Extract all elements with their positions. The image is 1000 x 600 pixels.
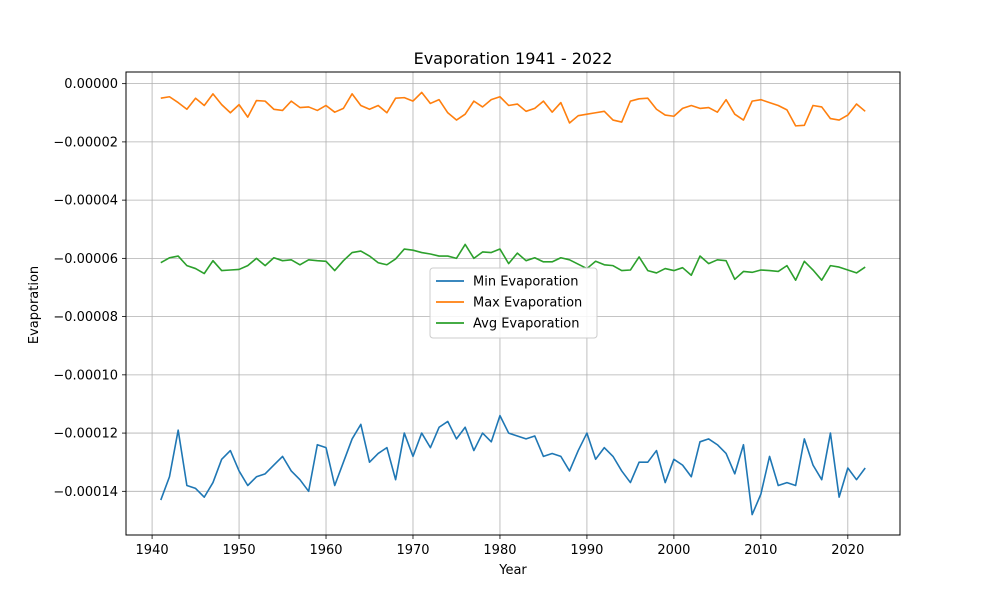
y-axis-label: Evaporation [27,266,42,344]
x-tick-label: 2020 [831,543,864,558]
legend-label: Max Evaporation [473,296,582,311]
y-tick-label: −0.00012 [53,427,118,442]
x-tick-label: 2000 [657,543,690,558]
series-line-2 [160,91,866,127]
series-line-3 [160,243,866,282]
y-tick-label: 0.00000 [64,77,118,92]
plot-frame [125,71,901,536]
x-tick-label: 1970 [396,543,429,558]
x-tick-label: 2010 [744,543,777,558]
legend-label: Avg Evaporation [473,317,580,332]
y-tick-label: −0.00004 [53,194,118,209]
x-axis-ticks: 1940 1950 1960 1970 1980 1990 2000 2010 2020 [136,535,864,558]
y-tick-label: −0.00014 [53,485,118,500]
y-tick-label: −0.00002 [53,135,118,150]
y-axis-ticks: 0.00000 −0.00002 −0.00004 −0.00006 −0.00008 −… [53,77,126,500]
x-tick-label: 1960 [309,543,342,558]
x-tick-label: 1940 [136,543,169,558]
series-line-1 [160,414,866,516]
chart-title: Evaporation 1941 - 2022 [414,49,613,68]
y-tick-label: −0.00010 [53,368,118,383]
legend: Min Evaporation Max Evaporation Avg Evapor… [429,267,598,339]
grid-lines [126,72,900,535]
series-lines [160,91,866,516]
x-axis-label: Year [498,563,527,578]
legend-box [429,267,598,339]
legend-label: Min Evaporation [473,275,579,290]
y-tick-label: −0.00006 [53,252,118,267]
y-tick-label: −0.00008 [53,310,118,325]
x-tick-label: 1950 [223,543,256,558]
x-tick-label: 1980 [483,543,516,558]
x-tick-label: 1990 [570,543,603,558]
